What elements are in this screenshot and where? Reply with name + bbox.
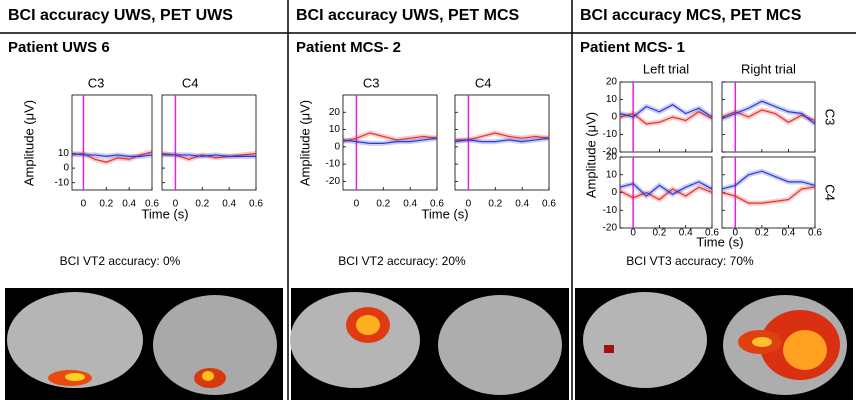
x-tick-label: 0.6 <box>542 199 556 210</box>
y-tick-label: 0 <box>611 112 617 123</box>
signal-line <box>454 137 550 143</box>
x-tick-label: 0.2 <box>195 199 209 210</box>
x-tick-label: 0.6 <box>808 228 822 239</box>
x-tick-label: 0 <box>466 199 472 210</box>
accuracy-label: BCI VT2 accuracy: 0% <box>60 254 181 268</box>
brain-image <box>5 288 283 400</box>
x-axis-label: Time (s) <box>696 234 743 249</box>
x-tick-label: 0.2 <box>652 228 666 239</box>
patient-label: Patient MCS- 1 <box>580 39 685 56</box>
y-tick-label: 10 <box>58 148 70 159</box>
panel-frame <box>161 94 257 191</box>
signal-line <box>619 181 713 197</box>
y-axis-label: Amplitude (μV) <box>297 100 312 186</box>
y-tick-label: 20 <box>329 107 341 118</box>
column-title: Left trial <box>643 61 689 76</box>
x-tick-label: 0.4 <box>515 199 529 210</box>
x-tick-label: 0.6 <box>430 199 444 210</box>
signal-line <box>721 186 816 204</box>
panel-title: C4 <box>182 75 199 90</box>
x-axis-label: Time (s) <box>141 206 188 221</box>
row-label: C4 <box>823 184 838 201</box>
panel-title: C3 <box>88 75 105 90</box>
y-tick-label: 0 <box>611 187 617 198</box>
panel-frame <box>619 81 713 153</box>
panel-frame <box>721 156 816 229</box>
signal-line <box>455 132 550 141</box>
x-tick-label: 0.2 <box>99 199 113 210</box>
accuracy-label: BCI VT3 accuracy: 70% <box>626 254 754 268</box>
x-tick-label: 0.4 <box>122 199 136 210</box>
patient-label: Patient MCS- 2 <box>296 39 401 56</box>
x-tick-label: 0 <box>630 228 636 239</box>
y-tick-label: 0 <box>63 163 69 174</box>
panel-frame <box>454 94 550 191</box>
panel-title: C4 <box>475 75 492 90</box>
x-tick-label: 0 <box>733 228 739 239</box>
panel-title: C3 <box>363 75 380 90</box>
signal-line <box>619 186 713 201</box>
x-tick-label: 0.2 <box>755 228 769 239</box>
x-tick-label: 0.6 <box>705 228 719 239</box>
x-tick-label: 0.2 <box>376 199 390 210</box>
y-tick-label: -10 <box>326 159 341 170</box>
signal-line <box>71 152 153 157</box>
y-tick-label: 0 <box>334 141 340 152</box>
y-tick-label: -20 <box>603 147 618 158</box>
row-label: C3 <box>823 109 838 126</box>
x-tick-label: 0.4 <box>222 199 236 210</box>
y-tick-label: 20 <box>606 152 618 163</box>
y-tick-label: -20 <box>326 176 341 187</box>
x-tick-label: 0.4 <box>679 228 693 239</box>
x-tick-label: 0 <box>354 199 360 210</box>
brain-image <box>575 288 853 400</box>
signal-line <box>342 137 438 144</box>
column-header: BCI accuracy MCS, PET MCS <box>580 7 802 24</box>
x-axis-label: Time (s) <box>421 206 468 221</box>
y-tick-label: -10 <box>603 205 618 216</box>
signal-line <box>721 170 816 190</box>
y-tick-label: -10 <box>603 129 618 140</box>
y-tick-label: 10 <box>606 94 618 105</box>
column-header: BCI accuracy UWS, PET MCS <box>296 7 520 24</box>
panel-frame <box>71 94 153 191</box>
column-title: Right trial <box>741 61 796 76</box>
column-header: BCI accuracy UWS, PET UWS <box>8 7 233 24</box>
x-tick-label: 0.4 <box>403 199 417 210</box>
signal-line <box>161 152 257 160</box>
y-tick-label: 10 <box>606 169 618 180</box>
y-tick-label: -10 <box>55 177 70 188</box>
signal-line <box>721 100 816 125</box>
y-tick-label: -20 <box>603 223 618 234</box>
accuracy-label: BCI VT2 accuracy: 20% <box>338 254 466 268</box>
x-tick-label: 0.2 <box>488 199 502 210</box>
signal-line <box>342 132 438 143</box>
signal-line <box>619 104 713 118</box>
x-tick-label: 0.4 <box>781 228 795 239</box>
x-tick-label: 0.6 <box>249 199 263 210</box>
x-tick-label: 0 <box>81 199 87 210</box>
brain-image <box>290 288 569 400</box>
x-tick-label: 0.6 <box>145 199 159 210</box>
signal-line <box>162 154 256 157</box>
y-axis-label: Amplitude (μV) <box>583 112 598 198</box>
patient-label: Patient UWS 6 <box>8 39 110 56</box>
y-tick-label: 20 <box>606 77 618 88</box>
y-tick-label: 10 <box>329 124 341 135</box>
y-axis-label: Amplitude (μV) <box>21 100 36 186</box>
x-tick-label: 0 <box>173 199 179 210</box>
